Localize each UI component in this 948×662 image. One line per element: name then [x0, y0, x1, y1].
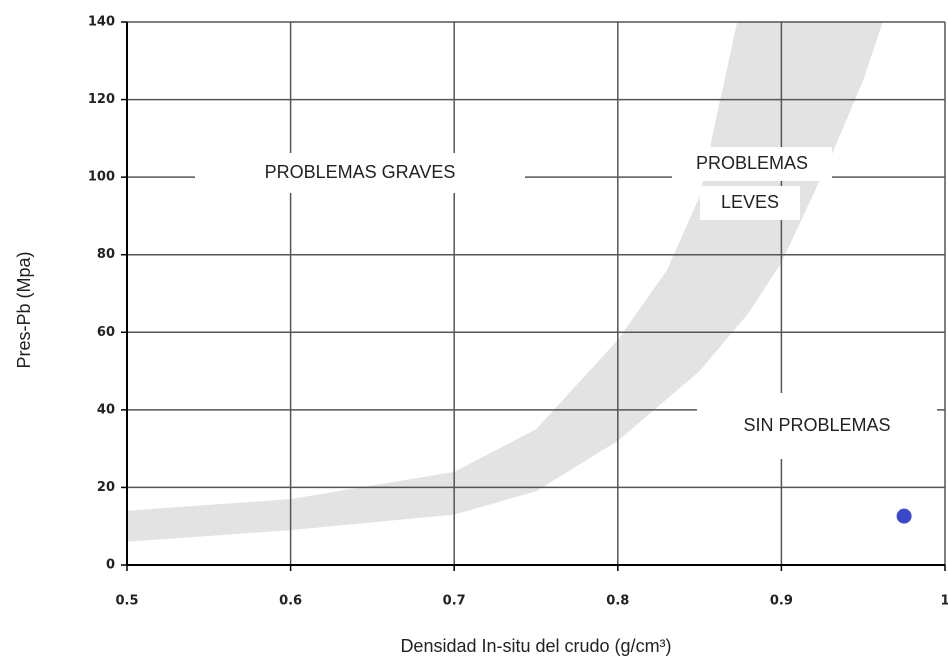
x-tick-label: 0.7 — [443, 594, 466, 609]
annotation-background — [195, 153, 525, 193]
y-tick-label: 20 — [97, 480, 115, 495]
x-tick-label: 0.9 — [770, 594, 793, 609]
y-tick-label: 40 — [97, 402, 115, 417]
y-axis-label: Pres-Pb (Mpa) — [14, 251, 34, 368]
annotation: LEVES — [721, 192, 779, 212]
y-tick-label: 100 — [88, 170, 115, 185]
x-tick-label: 0.6 — [279, 594, 302, 609]
annotation: PROBLEMAS — [696, 153, 808, 173]
x-tick-label: 0.5 — [115, 594, 138, 609]
x-axis-label: Densidad In-situ del crudo (g/cm³) — [400, 636, 671, 656]
y-tick-label: 60 — [97, 325, 115, 340]
data-point — [896, 508, 912, 524]
annotation-background — [672, 147, 832, 181]
annotation: PROBLEMAS GRAVES — [265, 162, 456, 182]
annotation-background — [697, 393, 937, 459]
y-tick-label: 140 — [88, 15, 115, 30]
annotation-background — [700, 186, 800, 220]
y-tick-label: 120 — [88, 92, 115, 107]
band-area — [127, 22, 883, 542]
x-tick-label: 1 — [940, 594, 948, 609]
y-tick-label: 0 — [106, 558, 115, 573]
annotation: SIN PROBLEMAS — [743, 415, 890, 435]
y-tick-label: 80 — [97, 247, 115, 262]
x-tick-label: 0.8 — [606, 594, 629, 609]
